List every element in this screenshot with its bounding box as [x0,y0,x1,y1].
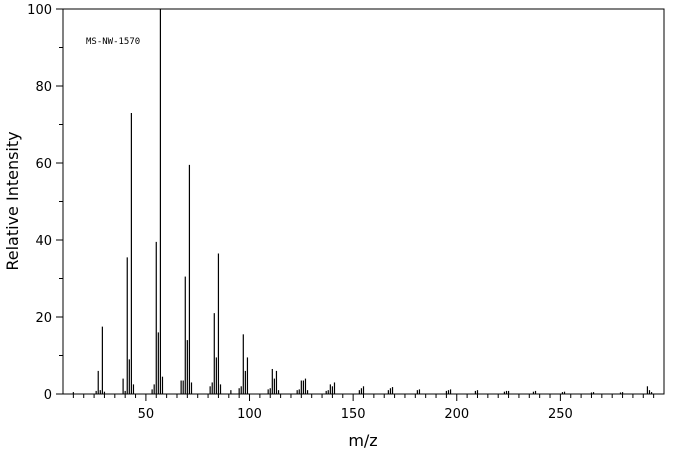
sample-id-annotation: MS-NW-1570 [86,37,140,47]
y-tick-label: 100 [27,3,52,18]
y-tick-label: 60 [35,157,52,172]
y-tick-label: 20 [35,311,52,326]
axis-ticks: 50 100 150 200 250 0 20 40 60 80 100 [27,3,655,422]
peak-bars [72,9,653,394]
x-axis-label: m/z [348,431,377,450]
x-tick-label: 200 [444,407,469,422]
x-tick-label: 50 [138,407,155,422]
y-tick-label: 40 [35,234,52,249]
plot-frame [62,8,665,395]
x-tick-label: 250 [548,407,573,422]
y-tick-label: 0 [44,388,52,403]
y-axis-label: Relative Intensity [3,131,22,270]
x-tick-label: 150 [341,407,366,422]
x-tick-label: 100 [237,407,262,422]
y-tick-label: 80 [35,80,52,95]
